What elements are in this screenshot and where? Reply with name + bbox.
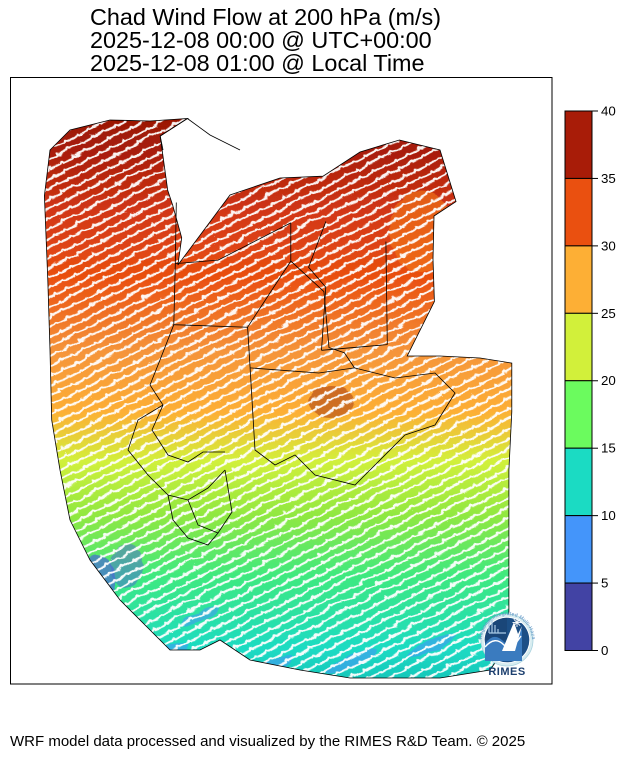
svg-text:20: 20: [601, 373, 616, 388]
svg-text:RIMES: RIMES: [488, 666, 525, 678]
svg-text:40: 40: [601, 104, 616, 119]
svg-text:15: 15: [601, 441, 616, 456]
svg-text:5: 5: [601, 576, 608, 591]
svg-text:25: 25: [601, 306, 616, 321]
svg-text:35: 35: [601, 171, 616, 186]
svg-text:0: 0: [601, 643, 608, 658]
svg-text:30: 30: [601, 238, 616, 253]
svg-text:10: 10: [601, 508, 616, 523]
